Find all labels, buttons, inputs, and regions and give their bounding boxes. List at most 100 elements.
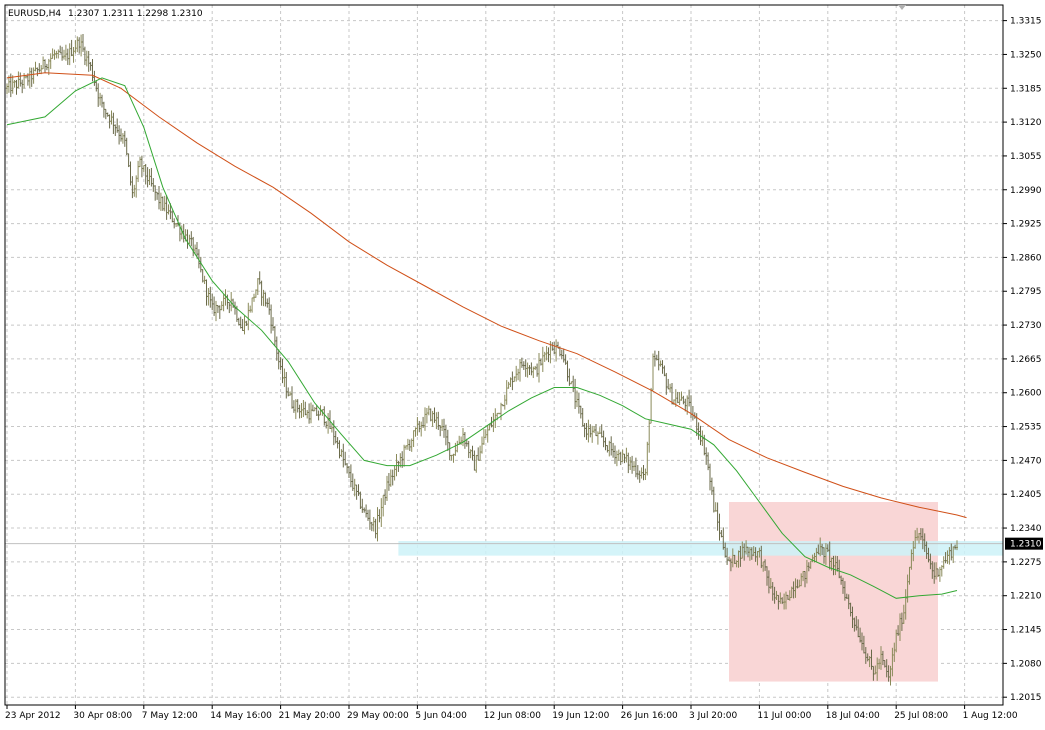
ohlc-bar — [15, 79, 18, 95]
ohlc-bar — [623, 453, 626, 464]
ohlc-bar — [173, 218, 176, 229]
ohlc-bar — [881, 650, 884, 666]
ohlc-bar — [612, 442, 615, 458]
ohlc-bar — [948, 547, 951, 565]
y-tick-label: 1.2145 — [1010, 626, 1042, 636]
ohlc-bar — [342, 443, 345, 468]
ohlc-bar — [408, 439, 411, 451]
ohlc-bar — [804, 571, 806, 588]
ohlc-bar — [353, 478, 356, 497]
ohlc-bar — [194, 244, 197, 255]
ohlc-bar — [93, 70, 96, 86]
ohlc-bar — [123, 130, 126, 147]
ohlc-bar — [53, 49, 56, 60]
ohlc-bar — [726, 547, 729, 565]
ohlc-bar — [332, 420, 335, 446]
shift-marker-icon[interactable] — [898, 5, 906, 10]
ohlc-bar — [631, 455, 634, 474]
ohlc-bar — [372, 517, 375, 532]
y-tick-label: 1.3315 — [1010, 17, 1042, 27]
ohlc-bar — [828, 541, 831, 570]
ohlc-bar — [617, 449, 620, 461]
ohlc-bar — [714, 502, 717, 512]
x-tick-label: 25 Jul 08:00 — [894, 711, 948, 721]
ohlc-bar — [940, 565, 943, 577]
ohlc-bar — [376, 507, 379, 542]
ohlc-bar — [570, 381, 573, 385]
ohlc-bar — [819, 537, 822, 557]
ohlc-bar — [853, 617, 856, 632]
ohlc-bar — [338, 440, 341, 459]
ohlc-bar — [420, 421, 423, 437]
ohlc-bar — [513, 376, 516, 383]
ohlc-bar — [826, 544, 829, 553]
y-tick-label: 1.2015 — [1010, 693, 1042, 703]
ohlc-bar — [300, 402, 303, 418]
ohlc-bar — [443, 418, 445, 438]
ohlc-bar — [851, 606, 854, 629]
ohlc-bar — [298, 404, 301, 419]
ohlc-bar — [165, 195, 168, 220]
ohlc-bar — [473, 450, 476, 471]
ohlc-bar — [956, 540, 958, 551]
ohlc-bar — [441, 419, 444, 431]
ohlc-bar — [201, 269, 204, 283]
ohlc-bar — [329, 410, 331, 430]
ohlc-bar — [270, 304, 273, 334]
ohlc-bar — [925, 541, 928, 559]
ohlc-bar — [587, 419, 590, 443]
ohlc-bar — [667, 378, 670, 390]
ohlc-bar — [912, 541, 915, 562]
ohlc-bar — [511, 371, 514, 391]
ohlc-bar — [625, 447, 628, 463]
ohlc-bar — [391, 469, 394, 486]
ohlc-bar — [593, 426, 596, 434]
ohlc-bar — [577, 392, 580, 414]
ohlc-bar — [796, 579, 799, 589]
ohlc-bar — [387, 472, 390, 491]
ohlc-bar — [728, 556, 730, 562]
ohlc-bar — [405, 445, 407, 450]
ohlc-bar — [72, 46, 75, 63]
ohlc-bar — [897, 625, 900, 636]
ohlc-bar — [748, 546, 751, 561]
ohlc-bar — [792, 581, 795, 599]
ohlc-bar — [678, 392, 681, 406]
ohlc-bar — [382, 494, 385, 517]
ohlc-bar — [346, 463, 349, 474]
ohlc-bar — [684, 398, 687, 412]
x-tick-label: 21 May 20:00 — [279, 711, 341, 721]
ohlc-bar — [112, 112, 115, 134]
ohlc-bar — [192, 236, 195, 257]
ohlc-bar — [167, 204, 170, 215]
ohlc-bar — [766, 566, 768, 586]
ohlc-bar — [61, 46, 64, 61]
ohlc-bar — [317, 410, 320, 421]
ohlc-bar — [633, 461, 635, 472]
ohlc-bar — [313, 407, 316, 412]
ohlc-bar — [247, 302, 250, 331]
time-axis[interactable]: 23 Apr 2012 30 Apr 08:00 7 May 12:00 14 May… — [5, 705, 1018, 721]
ohlc-bar — [919, 528, 922, 541]
ohlc-bar — [809, 560, 812, 569]
price-tag-bg — [1005, 537, 1043, 550]
ohlc-bar — [291, 386, 293, 409]
ohlc-bar — [429, 408, 432, 422]
y-tick-label: 1.2730 — [1010, 321, 1042, 331]
ohlc-bar — [946, 550, 949, 564]
ohlc-bar — [857, 619, 860, 638]
ohlc-bar — [864, 647, 867, 664]
ohlc-bar — [754, 547, 757, 562]
ohlc-bar — [140, 155, 143, 178]
ohlc-bar — [688, 389, 691, 407]
ohlc-bar — [264, 292, 267, 307]
ohlc-bar — [517, 368, 520, 381]
ohlc-bar — [942, 556, 945, 569]
ohlc-bar — [82, 33, 84, 52]
ohlc-bar — [368, 509, 371, 530]
price-axis[interactable]: 1.3315 1.3250 1.3185 1.3120 1.3055 1.2990 1.29… — [1003, 17, 1042, 704]
ohlc-bar — [891, 647, 894, 677]
ohlc-bar — [363, 507, 366, 513]
